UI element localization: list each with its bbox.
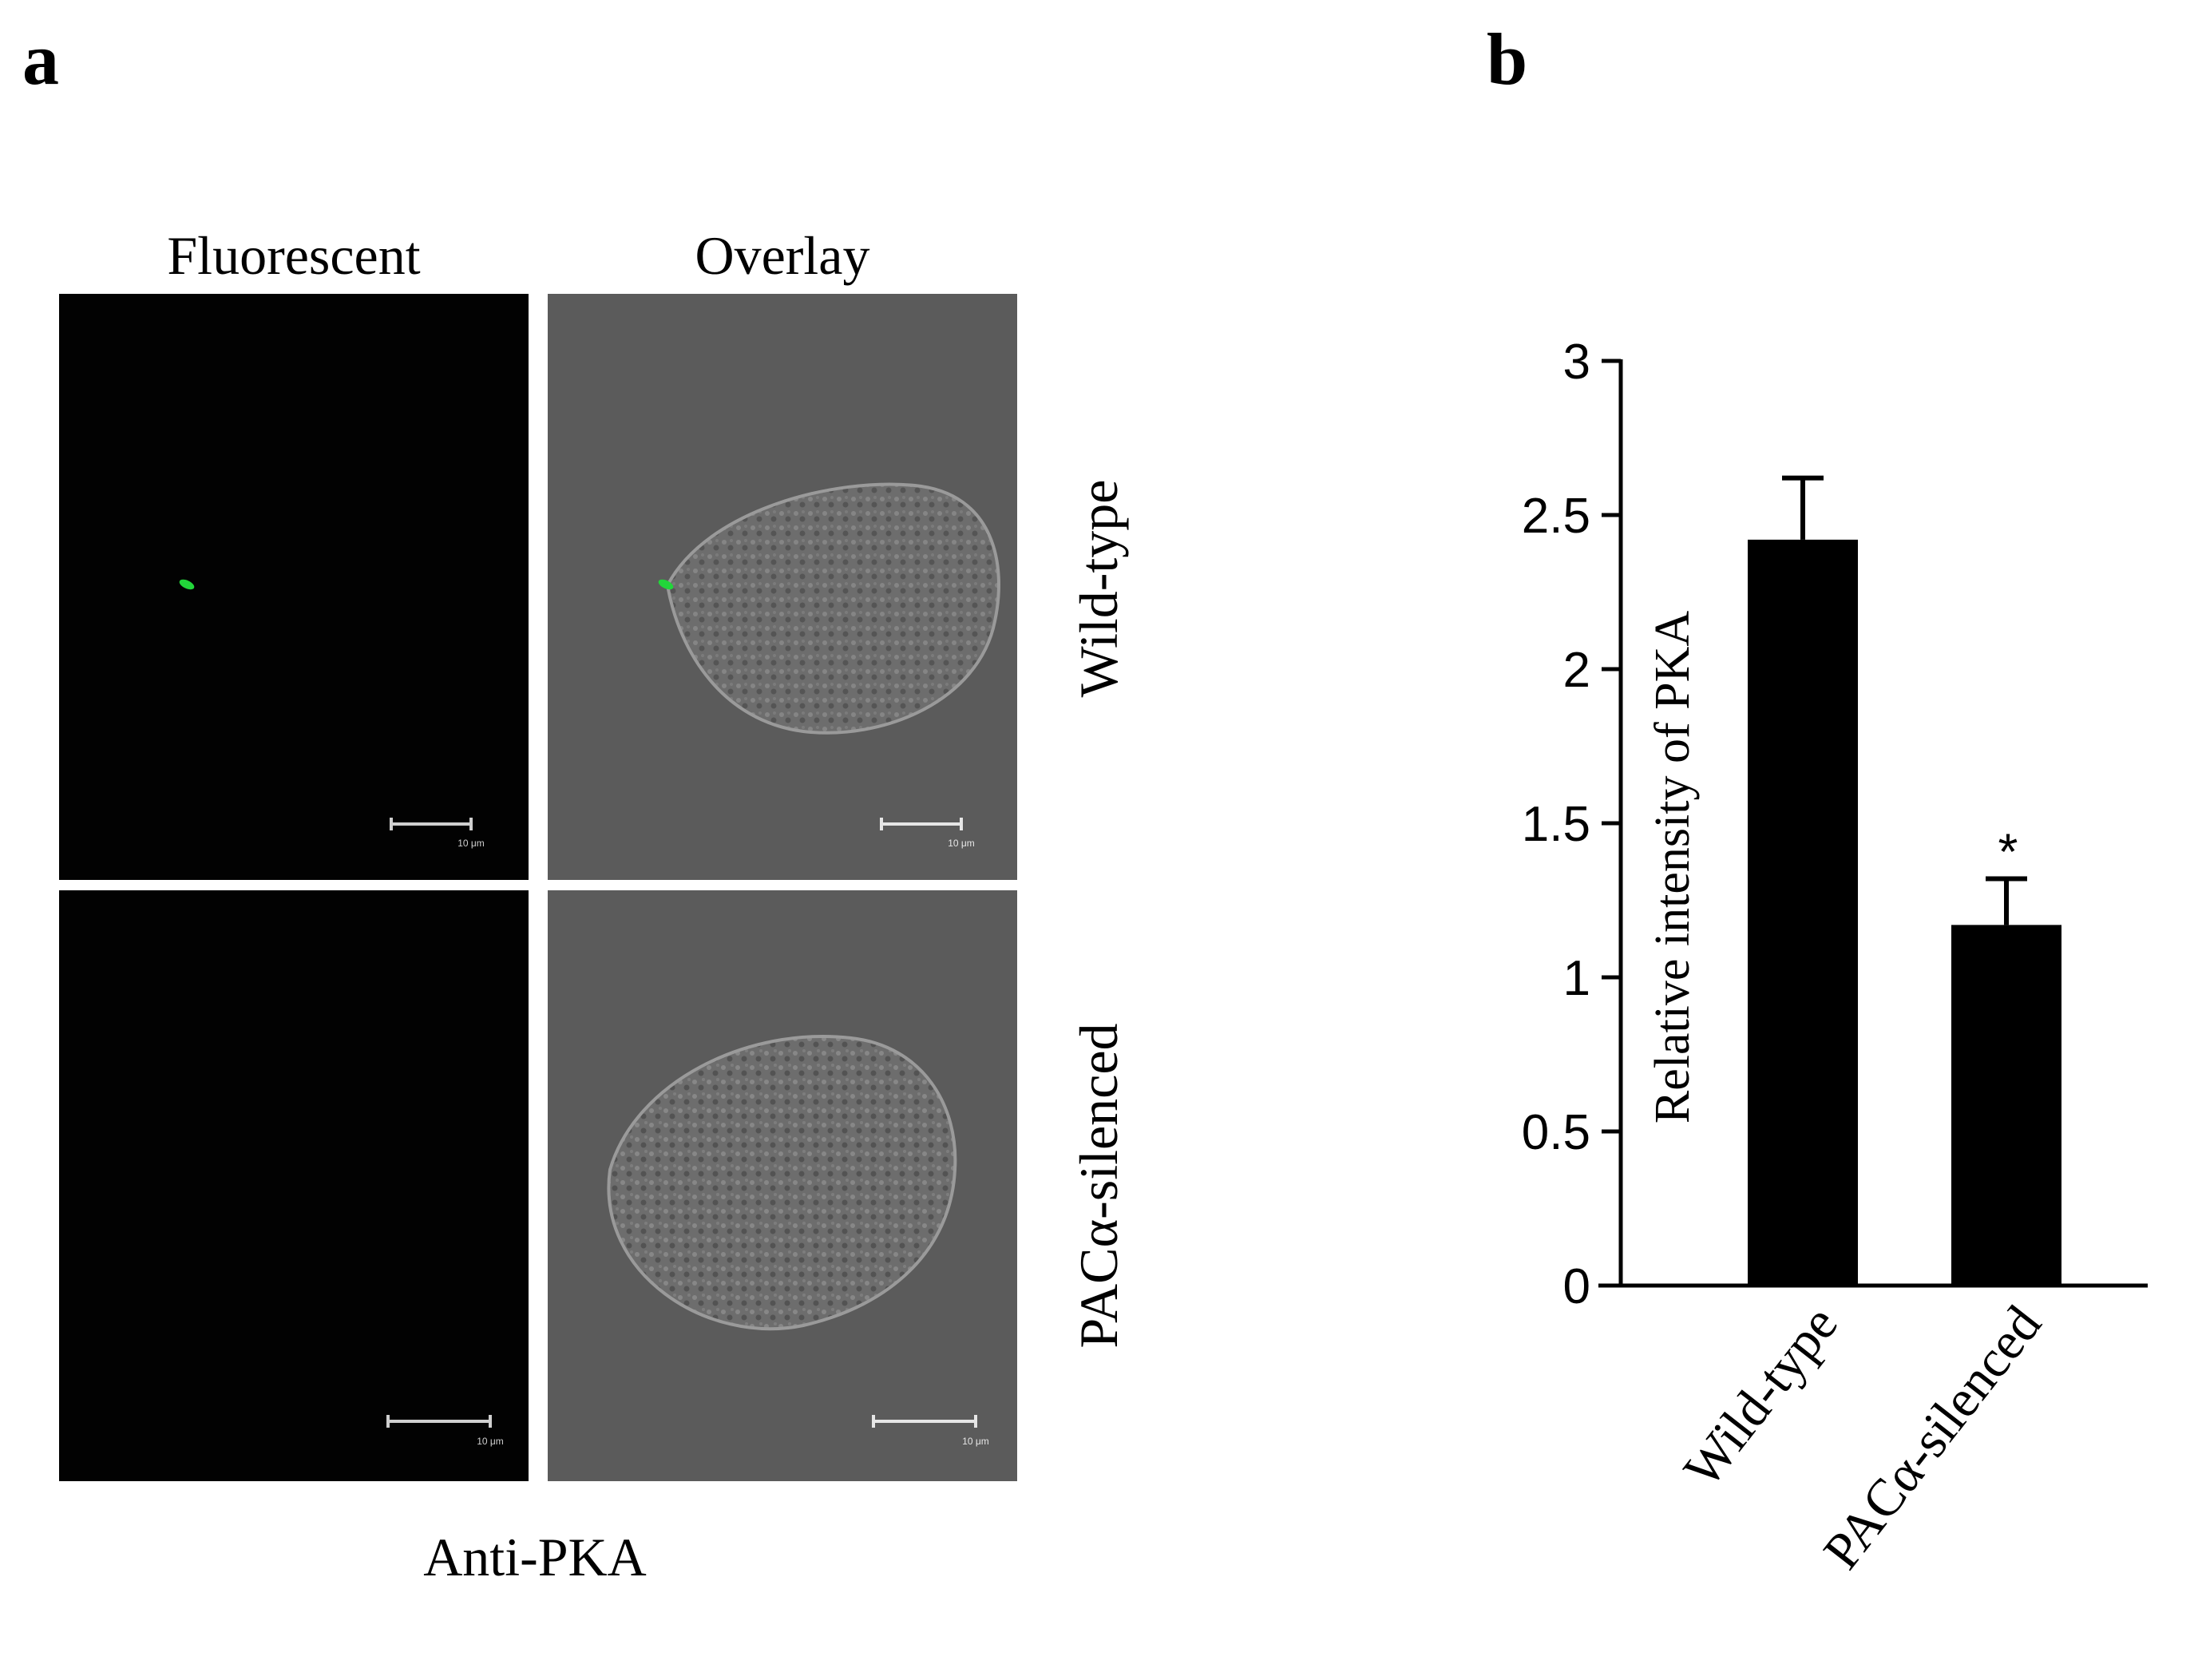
y-tick-label: 1: [1563, 951, 1590, 1006]
significance-marker: *: [1998, 822, 2018, 880]
bar-1: [1951, 925, 2061, 1286]
panel-label-b: b: [1487, 18, 1528, 100]
micrograph-pac-silenced-overlay-drawing: 10 μm: [607, 1034, 989, 1447]
y-tick-label: 1.5: [1522, 797, 1590, 852]
y-tick-label: 0: [1563, 1259, 1590, 1314]
x-tick-label-1: PACα-silenced: [1812, 1295, 2053, 1579]
micrograph-wild-type-fluorescent: 10 μm: [59, 294, 529, 880]
micrograph-pac-silenced-overlay: 10 μm: [548, 890, 1017, 1481]
bars: *: [1748, 475, 2061, 1286]
cell-outline: [665, 482, 1000, 735]
y-tick-label: 2: [1563, 643, 1590, 698]
y-tick-label: 3: [1563, 335, 1590, 390]
panel-label-a: a: [22, 18, 59, 100]
column-header-fluorescent: Fluorescent: [167, 225, 421, 286]
micrograph-pac-silenced-fluorescent: 10 μm: [59, 890, 529, 1481]
bar-0: [1748, 539, 1858, 1286]
antibody-label: Anti-PKA: [423, 1527, 647, 1587]
pka-signal-spot: [179, 579, 195, 590]
micrograph-wild-type-fluorescent-drawing: 10 μm: [179, 579, 485, 849]
y-axis: 0 0.5 1 1.5 2 2.5 3: [1522, 335, 2148, 1314]
column-header-overlay: Overlay: [695, 225, 870, 286]
x-tick-label-0: Wild-type: [1673, 1295, 1849, 1498]
scale-bar-label: 10 μm: [948, 838, 975, 849]
y-tick-label: 2.5: [1522, 489, 1590, 544]
row-label-pac-silenced: PACα-silenced: [1068, 1023, 1129, 1349]
micrograph-wild-type-overlay-drawing: 10 μm: [658, 482, 1000, 849]
row-label-wild-type: Wild-type: [1068, 479, 1129, 698]
scale-bar-label: 10 μm: [457, 838, 485, 849]
scale-bar-label: 10 μm: [477, 1436, 504, 1447]
pka-signal-spot: [658, 579, 674, 590]
scale-bar-label: 10 μm: [962, 1436, 989, 1447]
y-tick-label: 0.5: [1522, 1105, 1590, 1160]
micrograph-pac-silenced-fluorescent-drawing: 10 μm: [386, 1415, 504, 1447]
micrograph-wild-type-overlay: 10 μm: [548, 294, 1017, 880]
cell-outline: [607, 1034, 957, 1331]
